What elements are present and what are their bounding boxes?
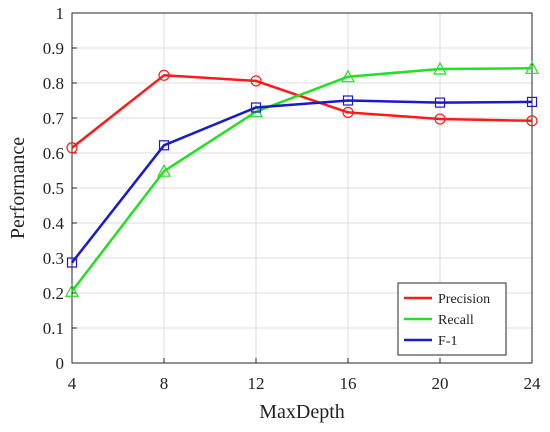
y-tick-label: 0.5 xyxy=(43,179,64,198)
data-point-f-1 xyxy=(66,257,78,268)
y-tick-label: 0.3 xyxy=(43,249,64,268)
data-point-precision xyxy=(66,142,78,154)
series-line-f-1 xyxy=(71,99,533,264)
data-point-f-1 xyxy=(342,95,354,106)
y-tick-label: 0.9 xyxy=(43,39,64,58)
x-tick-label: 24 xyxy=(524,374,542,393)
data-point-precision xyxy=(526,115,538,127)
series-layer xyxy=(64,61,540,297)
x-tick-label: 4 xyxy=(68,374,77,393)
data-point-precision xyxy=(342,106,354,119)
y-tick-label: 1 xyxy=(56,4,65,23)
data-point-f-1 xyxy=(158,140,170,151)
series-f-1 xyxy=(66,95,538,268)
data-point-f-1 xyxy=(250,102,262,113)
series-precision xyxy=(66,69,538,154)
x-tick-label: 20 xyxy=(432,374,449,393)
y-tick-label: 0.6 xyxy=(43,144,64,163)
data-point-f-1 xyxy=(434,97,446,108)
data-point-recall xyxy=(340,69,356,83)
data-point-f-1 xyxy=(526,96,538,108)
x-tick-label: 16 xyxy=(340,374,357,393)
y-tick-label: 0 xyxy=(56,354,65,373)
y-tick-label: 0.7 xyxy=(43,109,65,128)
data-point-recall xyxy=(524,61,540,74)
data-point-recall xyxy=(432,61,448,75)
x-axis-label: MaxDepth xyxy=(259,401,345,423)
data-point-precision xyxy=(250,75,262,87)
data-point-recall xyxy=(156,163,172,177)
data-point-recall xyxy=(248,104,264,118)
data-point-precision xyxy=(434,113,446,125)
y-tick-label: 0.4 xyxy=(43,214,65,233)
series-line-recall xyxy=(71,67,533,293)
y-tick-label: 0.8 xyxy=(43,74,64,93)
series-line-precision xyxy=(71,74,533,149)
x-tick-label: 12 xyxy=(248,374,265,393)
legend-label-recall: Recall xyxy=(438,313,474,328)
data-point-precision xyxy=(158,69,170,81)
x-tick-label: 8 xyxy=(160,374,169,393)
legend-label-precision: Precision xyxy=(438,292,490,307)
axis-ticks: 0 0.1 0.2 0.3 0.4 0.5 0.6 0.7 0.8 0.9 1 4 8 12 16 20 24 xyxy=(43,4,541,393)
y-tick-label: 0.1 xyxy=(43,319,64,338)
data-point-recall xyxy=(64,283,80,297)
y-tick-label: 0.2 xyxy=(43,284,64,303)
legend-label-f-1: F-1 xyxy=(438,334,457,349)
legend: Precision Recall F-1 xyxy=(397,282,507,356)
series-recall xyxy=(64,61,540,297)
y-axis-label: Performance xyxy=(7,137,29,239)
